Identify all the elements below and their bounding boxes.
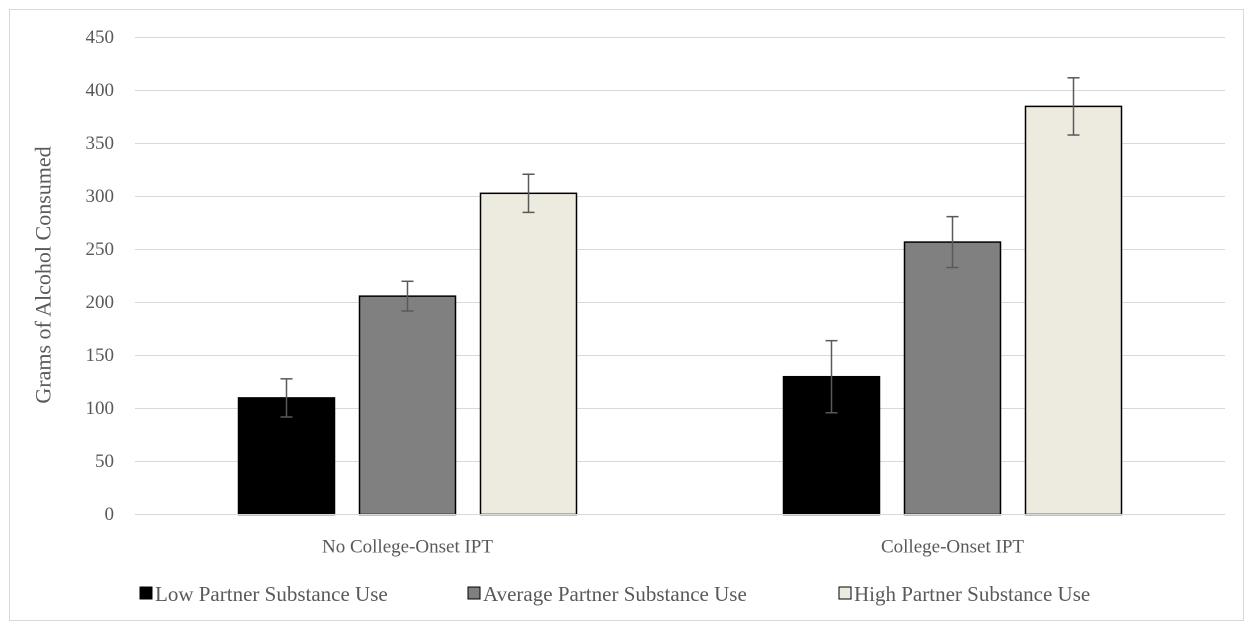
- y-tick-label: 350: [86, 133, 115, 154]
- legend: Low Partner Substance Use Average Partner…: [139, 582, 1090, 606]
- legend-swatch: [838, 586, 852, 600]
- y-tick-label: 250: [86, 239, 115, 260]
- legend-swatch: [139, 586, 153, 600]
- y-tick-label: 450: [86, 27, 115, 48]
- legend-swatch: [467, 586, 481, 600]
- y-tick-label: 300: [86, 186, 115, 207]
- x-category-label: No College-Onset IPT: [322, 537, 493, 558]
- y-tick-label: 0: [105, 504, 115, 525]
- legend-label: Average Partner Substance Use: [483, 582, 747, 606]
- error-bar: [401, 280, 414, 312]
- bar: [479, 192, 578, 516]
- error-bar: [280, 378, 293, 418]
- legend-label: High Partner Substance Use: [854, 582, 1090, 606]
- y-tick-label: 50: [95, 451, 114, 472]
- bar: [358, 295, 457, 516]
- x-axis-categories: No College-Onset IPT College-Onset IPT: [322, 537, 1024, 558]
- bar: [1024, 105, 1123, 516]
- y-axis-title: Grams of Alcohol Consumed: [31, 146, 56, 403]
- y-tick-label: 100: [86, 398, 115, 419]
- legend-item: Average Partner Substance Use: [467, 582, 747, 606]
- bar: [903, 241, 1002, 516]
- error-bar: [946, 215, 959, 269]
- legend-item: High Partner Substance Use: [838, 582, 1090, 606]
- error-bar: [1067, 77, 1080, 136]
- error-bars: [280, 77, 1080, 418]
- legend-item: Low Partner Substance Use: [139, 582, 388, 606]
- x-category-label: College-Onset IPT: [881, 537, 1024, 558]
- error-bar: [825, 339, 838, 414]
- y-axis-ticks: 0 50 100 150 200 250 300 350 400 450: [86, 27, 115, 525]
- bars: [237, 105, 1123, 516]
- y-tick-label: 200: [86, 292, 115, 313]
- error-bar: [522, 173, 535, 214]
- y-tick-label: 150: [86, 345, 115, 366]
- y-tick-label: 400: [86, 80, 115, 101]
- legend-label: Low Partner Substance Use: [155, 582, 388, 606]
